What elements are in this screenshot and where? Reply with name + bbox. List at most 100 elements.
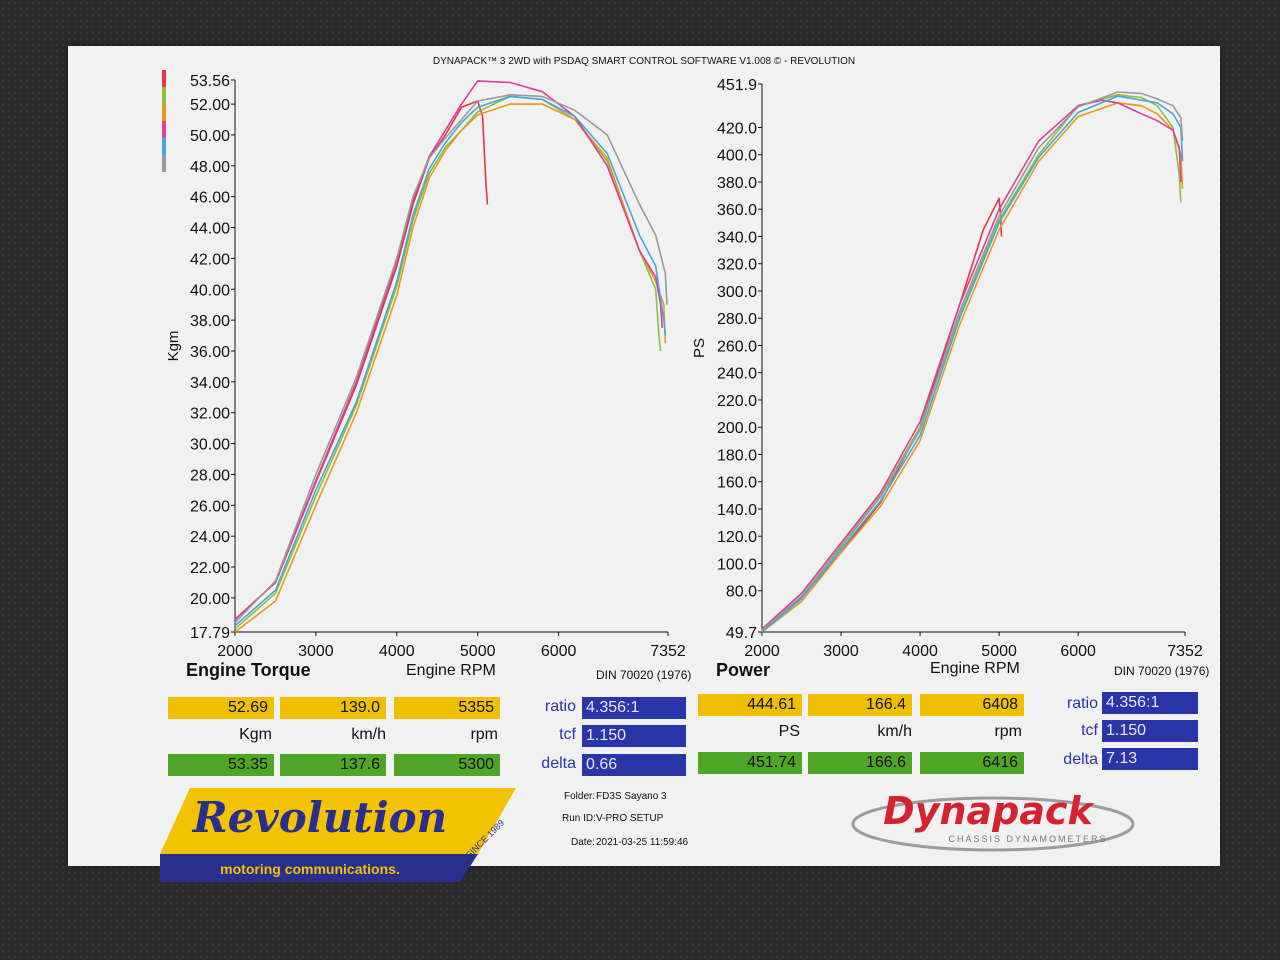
torque-peak-value: 52.69 xyxy=(168,697,274,719)
series-color-key-6 xyxy=(162,155,166,172)
power-series-line-6 xyxy=(761,91,1184,631)
torque-heading: Engine Torque xyxy=(186,660,311,680)
torque-x-tick-label: 4000 xyxy=(379,643,415,660)
power-ratio-label: ratio xyxy=(1066,695,1098,712)
power-x-tick-label: 3000 xyxy=(823,643,859,660)
power-y-tick-label: 400.0 xyxy=(717,148,757,165)
torque-y-tick-label: 38.00 xyxy=(190,313,230,330)
power-x-tick-label: 2000 xyxy=(744,643,780,660)
power-y-tick-label: 80.0 xyxy=(726,584,757,601)
torque-y-tick-label: 22.00 xyxy=(190,560,230,577)
power-y-tick-label: 420.0 xyxy=(717,120,757,137)
power-series-line-1 xyxy=(761,197,1003,631)
folder-label: Folder: xyxy=(564,791,596,802)
torque-x-tick-label: 3000 xyxy=(298,643,334,660)
torque-y-axis-title: Kgm xyxy=(165,331,182,362)
revolution-logo: Revolution motoring communications. SINC… xyxy=(160,788,516,882)
date-label: Date: xyxy=(571,837,595,848)
torque-y-tick-label: 26.00 xyxy=(190,498,230,515)
power-tcf-label: tcf xyxy=(1081,722,1098,739)
power-series-line-5 xyxy=(761,95,1184,633)
torque-y-tick-label: 17.79 xyxy=(190,625,230,642)
power-x-tick-label: 6000 xyxy=(1060,643,1096,660)
dynapack-logo-sub: CHASSIS DYNAMOMETERS xyxy=(948,834,1107,844)
torque-x-tick-label: 7352 xyxy=(650,643,686,660)
torque-ratio-label: ratio xyxy=(544,698,576,715)
power-y-tick-label: 451.9 xyxy=(717,77,757,94)
torque-y-tick-label: 30.00 xyxy=(190,437,230,454)
power-y-tick-label: 200.0 xyxy=(717,420,757,437)
power-xlabel: Engine RPM xyxy=(930,660,1020,677)
torque-delta-value: 0.66 xyxy=(582,754,686,776)
torque-y-tick-label: 46.00 xyxy=(190,190,230,207)
torque-max-rpm: 5300 xyxy=(394,754,500,776)
torque-y-tick-label: 52.00 xyxy=(190,97,230,114)
dyno-sheet: DYNAPACK™ 3 2WD with PSDAQ SMART CONTROL… xyxy=(68,46,1220,882)
power-rpm-unit: rpm xyxy=(994,723,1022,740)
torque-series-line-1 xyxy=(234,100,489,621)
power-ratio-value: 4.356:1 xyxy=(1102,692,1198,714)
power-y-tick-label: 100.0 xyxy=(717,556,757,573)
torque-y-tick-label: 28.00 xyxy=(190,467,230,484)
torque-y-tick-label: 53.56 xyxy=(190,73,230,90)
power-unit: PS xyxy=(778,723,800,740)
torque-series-line-5 xyxy=(234,95,667,627)
power-heading: Power xyxy=(716,660,771,680)
torque-y-tick-label: 50.00 xyxy=(190,128,230,145)
power-y-tick-label: 49.7 xyxy=(726,625,757,642)
series-color-key-1 xyxy=(162,70,166,87)
torque-x-tick-label: 6000 xyxy=(541,643,577,660)
torque-x-tick-label: 5000 xyxy=(460,643,496,660)
torque-series-line-3 xyxy=(234,103,667,633)
torque-unit: Kgm xyxy=(239,726,272,743)
power-peak-value: 444.61 xyxy=(698,694,802,716)
torque-series-line-6 xyxy=(234,93,668,624)
page-title: DYNAPACK™ 3 2WD with PSDAQ SMART CONTROL… xyxy=(432,56,856,67)
torque-ratio-value: 4.356:1 xyxy=(582,697,686,719)
date-value: 2021-03-25 11:59:46 xyxy=(596,837,689,848)
torque-chart: 53.56 52.00 50.00 48.00 46.00 44.00 42.00 40.00… xyxy=(162,70,1203,660)
torque-y-tick-label: 34.00 xyxy=(190,375,230,392)
power-y-tick-label: 120.0 xyxy=(717,529,757,546)
power-y-tick-label: 380.0 xyxy=(717,175,757,192)
revolution-logo-text: Revolution xyxy=(192,793,447,842)
folder-value: FD3S Sayano 3 xyxy=(596,791,667,802)
power-series-line-4 xyxy=(761,99,1182,630)
power-y-tick-label: 360.0 xyxy=(717,202,757,219)
power-y-axis-title: PS xyxy=(691,338,708,358)
torque-y-tick-label: 44.00 xyxy=(190,221,230,238)
torque-peak-speed: 139.0 xyxy=(280,697,386,719)
torque-delta-label: delta xyxy=(541,755,576,772)
torque-speed-unit: km/h xyxy=(351,726,386,743)
torque-max-speed: 137.6 xyxy=(280,754,386,776)
series-color-key-5 xyxy=(162,138,166,155)
power-x-tick-label: 5000 xyxy=(981,643,1017,660)
power-y-tick-label: 140.0 xyxy=(717,502,757,519)
power-max-speed: 166.6 xyxy=(808,752,912,774)
power-y-tick-label: 320.0 xyxy=(717,257,757,274)
torque-x-tick-label: 2000 xyxy=(217,643,253,660)
torque-rpm-unit: rpm xyxy=(470,726,498,743)
series-color-key-2 xyxy=(162,87,166,104)
power-x-tick-label: 7352 xyxy=(1167,643,1203,660)
torque-max-value: 53.35 xyxy=(168,754,274,776)
run-value: V-PRO SETUP xyxy=(596,813,664,824)
torque-series-line-4 xyxy=(234,80,663,621)
power-series-line-2 xyxy=(761,93,1182,633)
torque-tcf-label: tcf xyxy=(559,726,576,743)
dynapack-logo-text: Dynapack xyxy=(883,789,1095,833)
torque-y-tick-label: 32.00 xyxy=(190,406,230,423)
power-max-value: 451.74 xyxy=(698,752,802,774)
power-y-tick-label: 260.0 xyxy=(717,338,757,355)
power-y-tick-label: 240.0 xyxy=(717,366,757,383)
power-speed-unit: km/h xyxy=(877,723,912,740)
torque-y-tick-label: 36.00 xyxy=(190,344,230,361)
torque-xlabel: Engine RPM xyxy=(406,662,496,679)
power-peak-speed: 166.4 xyxy=(808,694,912,716)
torque-tcf-value: 1.150 xyxy=(582,725,686,747)
power-din: DIN 70020 (1976) xyxy=(1114,664,1210,678)
power-series-line-3 xyxy=(761,102,1184,633)
series-color-key-3 xyxy=(162,104,166,121)
power-y-tick-label: 280.0 xyxy=(717,311,757,328)
torque-y-tick-label: 20.00 xyxy=(190,591,230,608)
